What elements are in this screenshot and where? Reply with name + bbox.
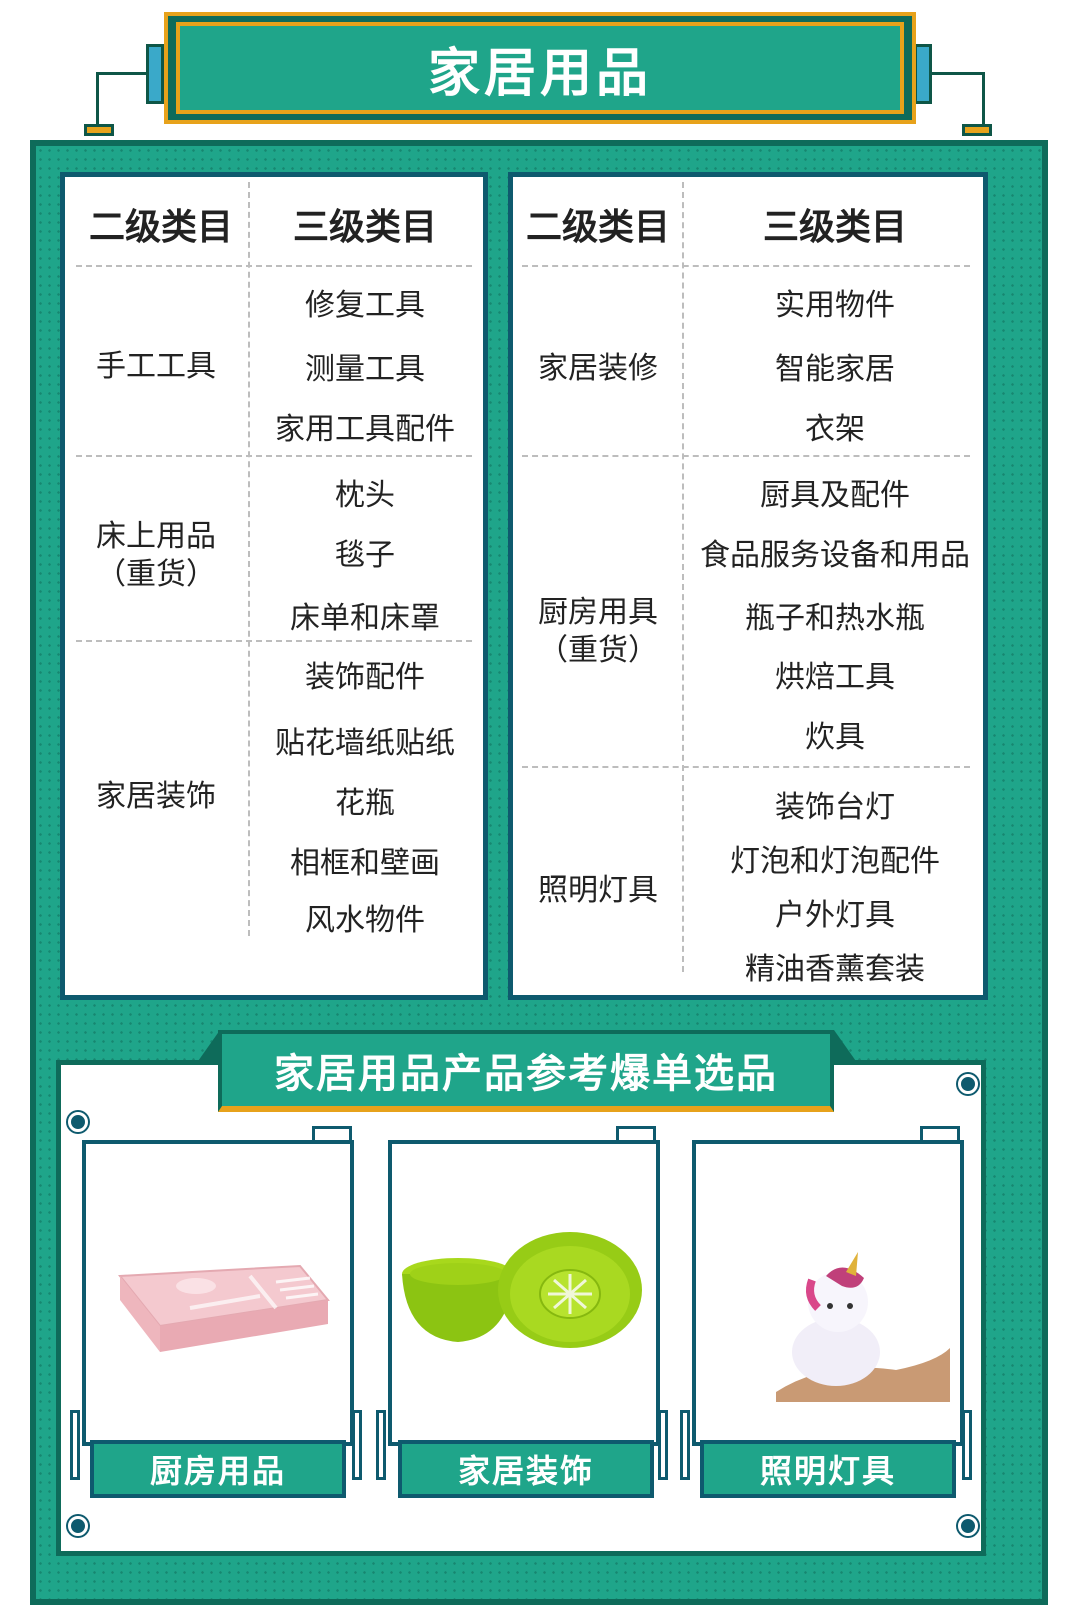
right-hanger-wire xyxy=(930,72,985,129)
sub-banner-ribbon xyxy=(196,1030,220,1064)
left-hanger-wire xyxy=(96,72,151,129)
page-title: 家居用品 xyxy=(427,43,652,104)
right-header-level3: 三级类目 xyxy=(762,207,907,248)
left-item-3-1: 装饰配件 xyxy=(305,660,425,695)
left-category-table xyxy=(60,172,488,1000)
left-table-divider xyxy=(248,182,250,936)
title-banner: 家居用品 xyxy=(176,22,904,114)
right-table-divider xyxy=(682,182,684,972)
frame-tab xyxy=(920,1126,960,1144)
frame-rail xyxy=(70,1410,80,1480)
left-header-level3: 三级类目 xyxy=(292,207,437,248)
left-group-rule xyxy=(76,455,472,457)
right-category-3: 照明灯具 xyxy=(538,873,658,908)
product-label-text: 厨房用品 xyxy=(149,1452,286,1490)
right-header-rule xyxy=(522,265,970,267)
pink-bento-lunchbox-image xyxy=(118,1264,330,1352)
left-item-2-2: 毯子 xyxy=(335,538,395,573)
unicorn-night-light-image xyxy=(776,1252,950,1402)
right-item-2-4: 烘焙工具 xyxy=(775,660,895,695)
product-section-banner: 家居用品产品参考爆单选品 xyxy=(218,1030,834,1112)
left-banner-cap xyxy=(146,44,164,104)
right-item-1-2: 智能家居 xyxy=(775,352,895,387)
product-label-text: 家居装饰 xyxy=(457,1452,594,1490)
green-plastic-bowls-image xyxy=(402,1232,642,1348)
right-hook xyxy=(962,124,992,136)
right-item-3-2: 灯泡和灯泡配件 xyxy=(730,844,940,879)
left-item-3-4: 相框和壁画 xyxy=(290,846,440,881)
right-group-rule xyxy=(522,766,970,768)
left-hook xyxy=(84,124,114,136)
product-label-text: 照明灯具 xyxy=(759,1452,896,1490)
right-item-2-2: 食品服务设备和用品 xyxy=(700,538,970,573)
frame-rail xyxy=(680,1410,690,1480)
right-header-level2: 二级类目 xyxy=(525,207,670,248)
product-label-lighting: 照明灯具 xyxy=(700,1440,956,1498)
rivet-icon xyxy=(958,1516,978,1536)
rivet-icon xyxy=(68,1516,88,1536)
left-item-2-1: 枕头 xyxy=(335,478,395,513)
left-category-1: 手工工具 xyxy=(96,349,216,384)
left-category-3: 家居装饰 xyxy=(96,779,216,814)
right-item-2-3: 瓶子和热水瓶 xyxy=(745,601,925,636)
frame-tab xyxy=(616,1126,656,1144)
right-category-1: 家居装修 xyxy=(538,351,658,386)
right-item-2-5: 炊具 xyxy=(805,720,865,755)
right-item-3-1: 装饰台灯 xyxy=(775,790,895,825)
right-item-1-1: 实用物件 xyxy=(775,288,895,323)
product-label-home-decor: 家居装饰 xyxy=(398,1440,654,1498)
right-item-3-4: 精油香薰套装 xyxy=(745,952,925,987)
left-group-rule xyxy=(76,640,472,642)
sub-banner-ribbon xyxy=(834,1030,858,1064)
frame-rail xyxy=(376,1410,386,1480)
left-category-2: 床上用品 （重货） xyxy=(96,519,216,592)
left-item-3-2: 贴花墙纸贴纸 xyxy=(275,726,455,761)
right-group-rule xyxy=(522,455,970,457)
left-item-3-5: 风水物件 xyxy=(305,903,425,938)
right-item-3-3: 户外灯具 xyxy=(775,898,895,933)
right-category-table xyxy=(508,172,988,1000)
right-category-2: 厨房用具 （重货） xyxy=(538,595,658,668)
left-item-2-3: 床单和床罩 xyxy=(290,601,440,636)
left-item-1-2: 测量工具 xyxy=(305,352,425,387)
right-item-2-1: 厨具及配件 xyxy=(760,478,910,513)
left-item-1-3: 家用工具配件 xyxy=(275,412,455,447)
left-header-rule xyxy=(76,265,472,267)
product-section-title: 家居用品产品参考爆单选品 xyxy=(274,1051,778,1097)
left-item-1-1: 修复工具 xyxy=(305,288,425,323)
right-item-1-3: 衣架 xyxy=(805,412,865,447)
right-banner-cap xyxy=(914,44,932,104)
frame-tab xyxy=(312,1126,352,1144)
left-item-3-3: 花瓶 xyxy=(335,786,395,821)
left-header-level2: 二级类目 xyxy=(88,207,233,248)
product-label-kitchen: 厨房用品 xyxy=(90,1440,346,1498)
rivet-icon xyxy=(958,1074,978,1094)
rivet-icon xyxy=(68,1112,88,1132)
